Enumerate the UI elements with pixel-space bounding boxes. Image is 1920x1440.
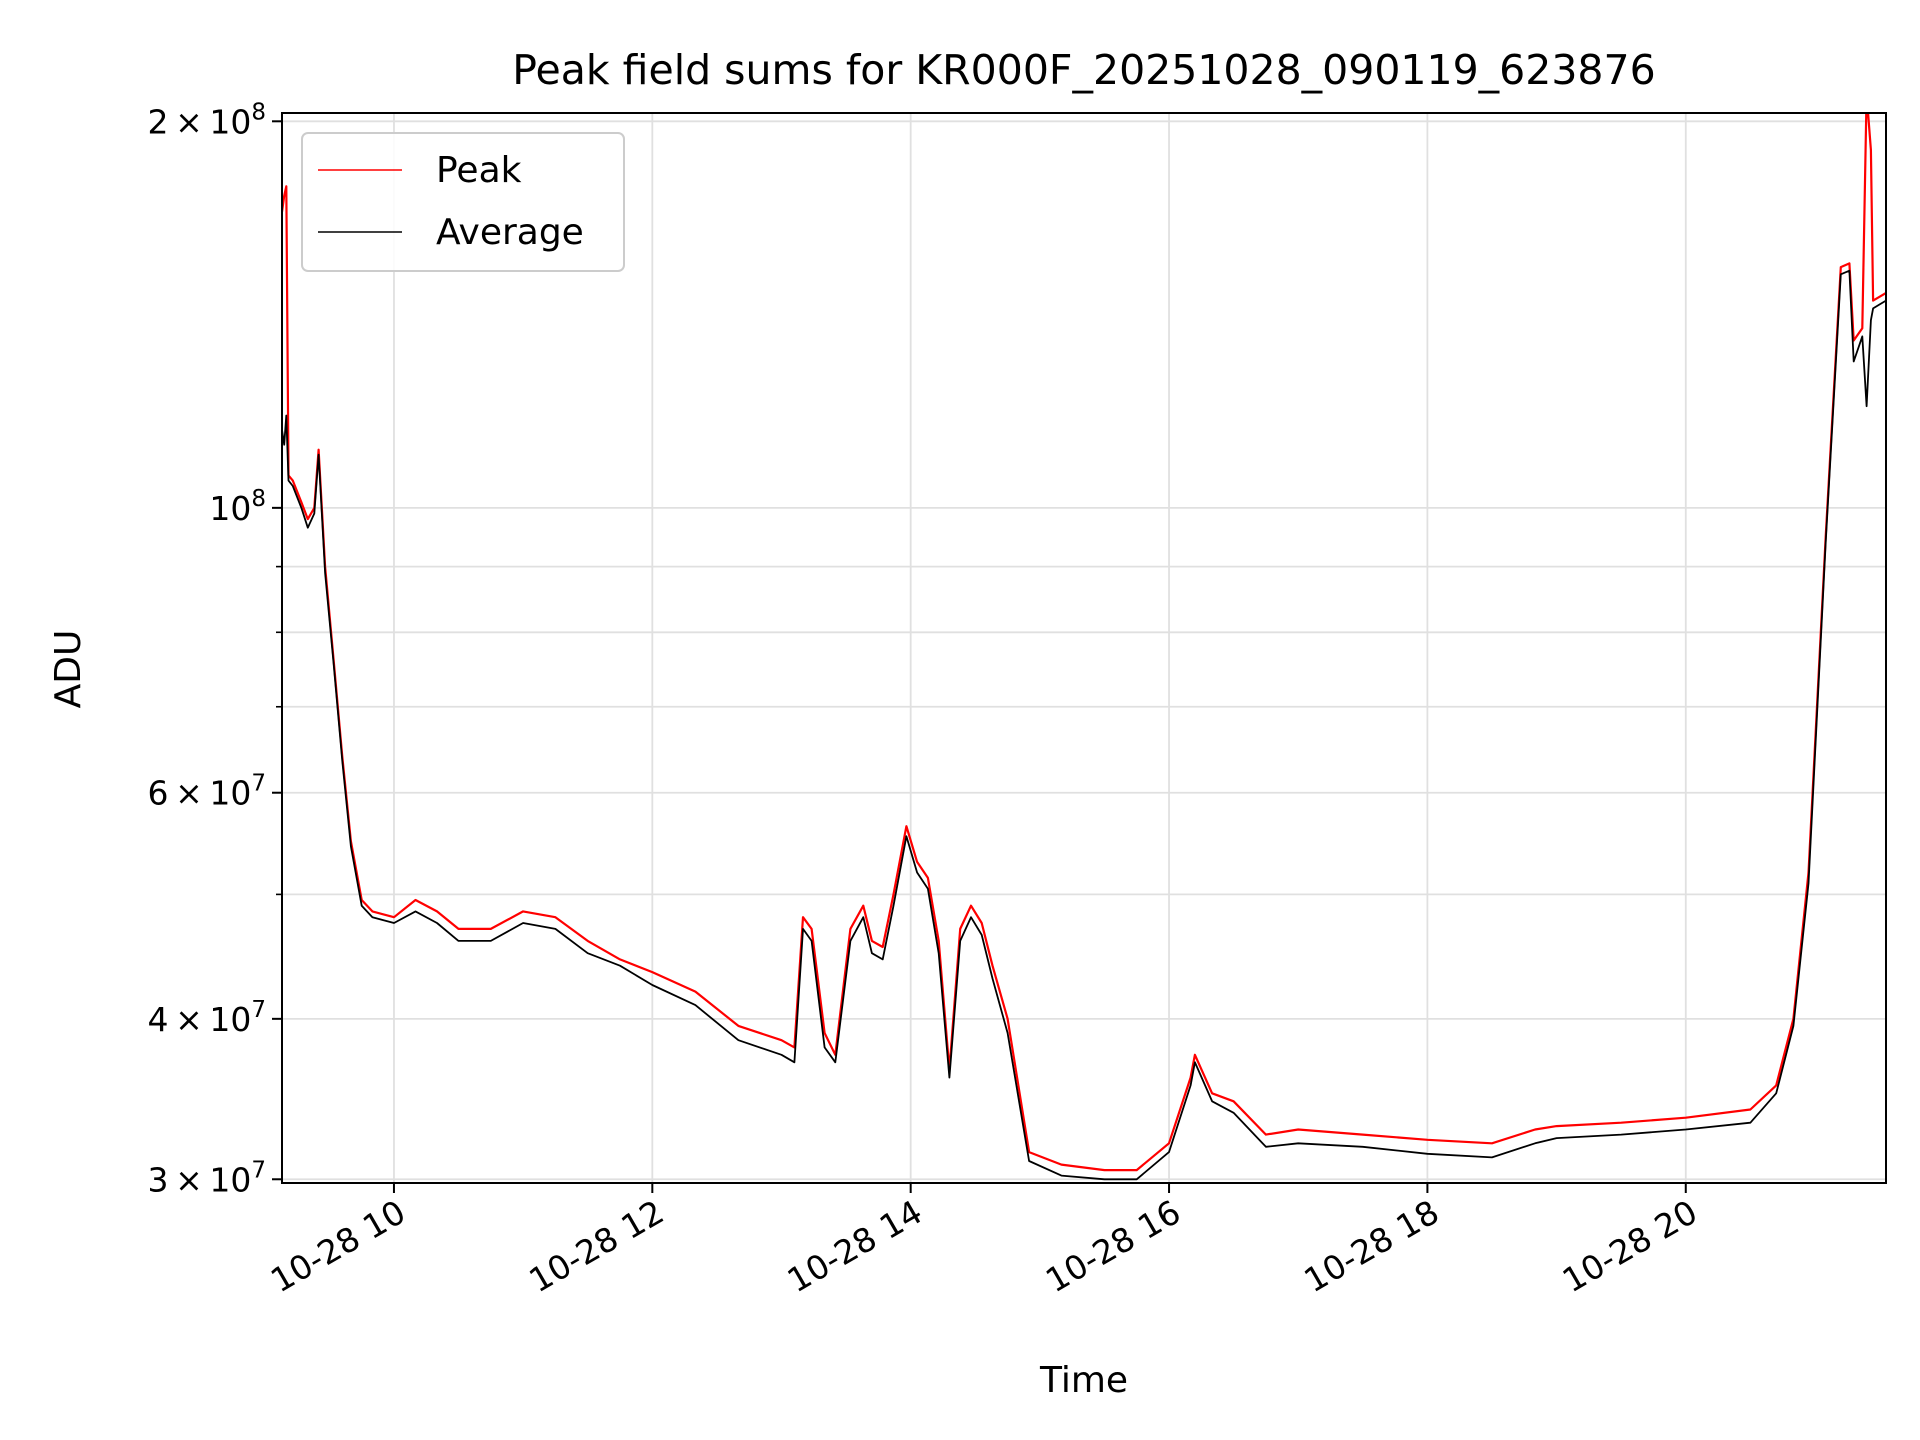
series-line-peak (282, 113, 1886, 1172)
legend-box (301, 132, 625, 272)
legend: Peak Average (301, 132, 625, 272)
series-layer (282, 113, 1886, 1181)
legend-average-label: Average (436, 212, 584, 253)
y-tick-label: 108 (209, 486, 266, 528)
legend-peak-label: Peak (436, 150, 522, 191)
series-line-average (282, 269, 1886, 1181)
plot-frame (281, 112, 1887, 1184)
y-axis-label: ADU (48, 630, 89, 709)
y-tick-label: 4 × 107 (148, 997, 266, 1039)
chart-title: Peak field sums for KR000F_20251028_0901… (512, 46, 1655, 94)
x-axis-label: Time (1039, 1360, 1128, 1401)
y-tick-label: 6 × 107 (148, 771, 266, 813)
y-tick-label: 2 × 108 (148, 99, 266, 141)
y-tick-label: 3 × 107 (148, 1157, 266, 1199)
grid (282, 113, 1886, 1183)
